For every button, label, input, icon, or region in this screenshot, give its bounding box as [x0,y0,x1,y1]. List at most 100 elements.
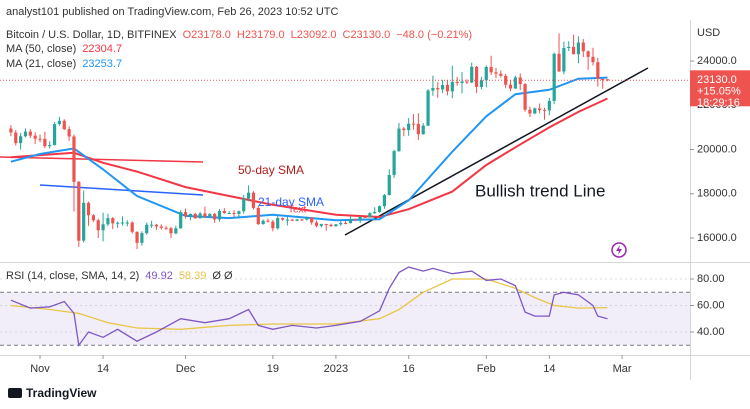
ohlc-value: H23179.0 [237,29,285,41]
logo [8,388,22,398]
x-tick-label: 2023 [324,363,348,375]
candle-body [86,202,91,216]
candle-body [111,218,115,224]
candle-body [91,215,95,221]
y-tick-label: 60.00 [697,299,725,311]
candle-body [310,217,314,223]
candle-body [198,213,202,219]
candle-body [576,42,581,55]
legend-value: 58.39 [179,270,207,282]
candle-body [465,81,469,83]
candle-body [533,108,537,114]
y-tick-label: 18000.0 [697,188,737,200]
y-tick-label: 16000.0 [697,232,737,244]
candle-body [164,227,168,229]
candle-body [431,88,435,91]
candle-body [319,224,323,226]
candle-body [484,67,488,81]
candle-body [455,81,459,83]
rsi-band [0,292,690,346]
candle-body [567,46,571,49]
candle-body [596,62,600,79]
candle-body [542,109,547,111]
candle-body [19,136,23,144]
candle-body [547,100,551,111]
legend-title: Bitcoin / U.S. Dollar, 1D, BITFINEX [6,29,177,41]
candle-body [38,138,42,140]
candle-body [397,128,401,152]
candle-body [387,174,391,196]
candle-body [402,128,406,131]
candle-body [14,132,18,144]
candle-body [368,213,372,218]
candle-body [334,224,338,227]
y-tick-label: 40.00 [697,326,725,338]
candle-body [460,81,464,83]
annotation: Text [288,205,307,216]
candle-body [528,109,532,114]
candle-body [538,108,542,110]
rsi-line [10,278,608,330]
ohlc-value: −48.0 (−0.21%) [396,29,472,41]
candle-body [106,218,110,225]
candle-body [217,211,222,220]
candle-body [479,80,484,87]
x-tick-label: 19 [267,363,279,375]
candle-body [523,84,527,110]
candle-body [96,220,100,231]
candle-body [285,219,289,221]
x-tick-label: 14 [543,363,555,375]
event-icon [616,245,622,255]
candle-body [382,195,387,207]
candle-body [232,213,236,215]
y-tick-label: 80.00 [697,273,725,285]
candle-body [116,222,120,224]
candle-body [353,219,357,221]
candle-body [179,212,183,229]
y-tick-label: 20000.0 [697,143,737,155]
moving-average [10,76,608,222]
candle-body [135,231,139,243]
candle-body [581,42,585,52]
candle-body [305,217,309,220]
candle-body [474,66,479,87]
candle-body [130,222,134,232]
candle-body [436,88,440,90]
x-tick-label: Mar [613,363,632,375]
ohlc-value: O23178.0 [183,29,231,41]
candle-body [557,53,561,72]
candle-body [227,213,231,215]
candle-body [290,219,294,221]
candle-body [324,224,328,226]
candle-body [280,218,285,220]
candle-body [149,224,154,226]
x-tick-label: Nov [30,363,50,375]
candle-body [188,213,192,217]
candle-body [169,228,173,234]
candle-body [377,206,382,212]
footer-logo: TradingView [26,386,97,400]
candle-body [276,218,280,229]
candle-body [82,202,86,241]
candle-body [407,123,411,131]
candle-body [411,123,416,125]
candle-body [266,220,270,222]
legend-title: RSI (14, close, SMA, 14, 2) [6,270,139,282]
candle-body [23,131,28,137]
candle-body [562,48,566,72]
candle-body [358,216,362,220]
trend-line [344,67,649,236]
candle-body [329,224,333,227]
candle-body [256,207,260,225]
moving-average [10,97,608,219]
rsi-line [10,266,608,347]
candle-body [344,222,348,224]
candle-body [339,222,343,225]
candle-body [72,136,76,182]
price-tag [690,70,750,107]
price-tag-label: 23130.0 [697,74,737,86]
candle-body [416,123,420,135]
candle-body [552,53,556,101]
candle-body [470,66,474,83]
